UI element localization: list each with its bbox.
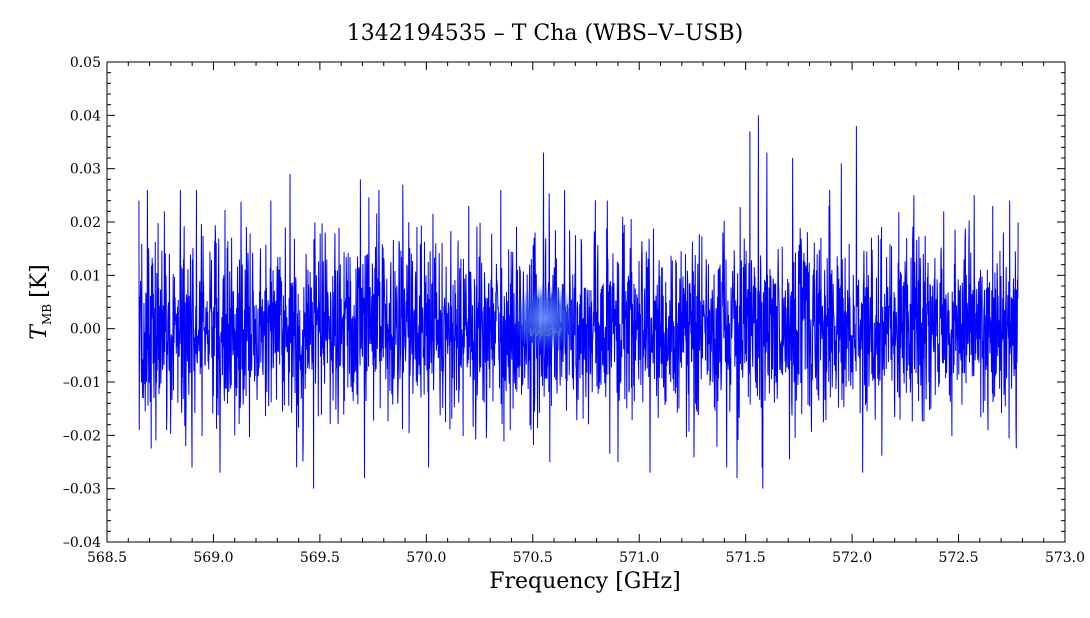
x-tick-label: 569.0 — [193, 550, 233, 566]
x-tick-label: 569.5 — [300, 550, 340, 566]
chart-title: 1342194535 – T Cha (WBS–V–USB) — [347, 21, 743, 46]
y-tick-label: –0.04 — [63, 535, 101, 551]
y-tick-label: –0.01 — [63, 375, 101, 391]
x-tick-label: 572.0 — [832, 550, 872, 566]
plot-frame — [106, 61, 1066, 543]
x-tick-label: 571.0 — [619, 550, 659, 566]
plot-area: WISH 568.5 569.0 569.5 570.0 570.5 571.0 571.5… — [63, 55, 1085, 566]
spectrum-series — [138, 115, 1019, 489]
y-tick-label: 0.05 — [70, 55, 101, 71]
x-tick-label: 572.5 — [939, 550, 979, 566]
y-axis-ticks: –0.04 –0.03 –0.02 –0.01 0.00 0.01 0.02 0.03 0.04… — [63, 55, 1065, 551]
y-tick-label: 0.00 — [70, 322, 101, 338]
y-axis-label: TMB [K] — [27, 264, 54, 339]
y-axis-label-unit: [K] — [27, 264, 52, 298]
x-tick-label: 570.5 — [513, 550, 553, 566]
wish-logo-globe — [511, 284, 579, 352]
x-tick-label: 571.5 — [726, 550, 766, 566]
x-tick-label: 568.5 — [87, 550, 127, 566]
y-axis-label-main: T — [27, 323, 52, 340]
x-axis-label: Frequency [GHz] — [489, 569, 681, 594]
y-tick-label: –0.03 — [63, 482, 101, 498]
y-tick-label: 0.01 — [70, 268, 101, 284]
y-tick-label: –0.02 — [63, 428, 101, 444]
svg-text:TMB[K]: TMB [K] — [27, 264, 54, 339]
spectrum-line — [138, 115, 1019, 489]
wish-logo: WISH — [511, 284, 579, 352]
y-tick-label: 0.04 — [70, 108, 101, 124]
x-tick-label: 573.0 — [1045, 550, 1085, 566]
x-tick-label: 570.0 — [406, 550, 446, 566]
y-tick-label: 0.02 — [70, 215, 101, 231]
y-axis-label-sub: MB — [40, 304, 54, 325]
wish-logo-text: WISH — [528, 326, 561, 339]
y-tick-label: 0.03 — [70, 162, 101, 178]
x-axis-ticks: 568.5 569.0 569.5 570.0 570.5 571.0 571.5 572.0… — [87, 62, 1085, 566]
